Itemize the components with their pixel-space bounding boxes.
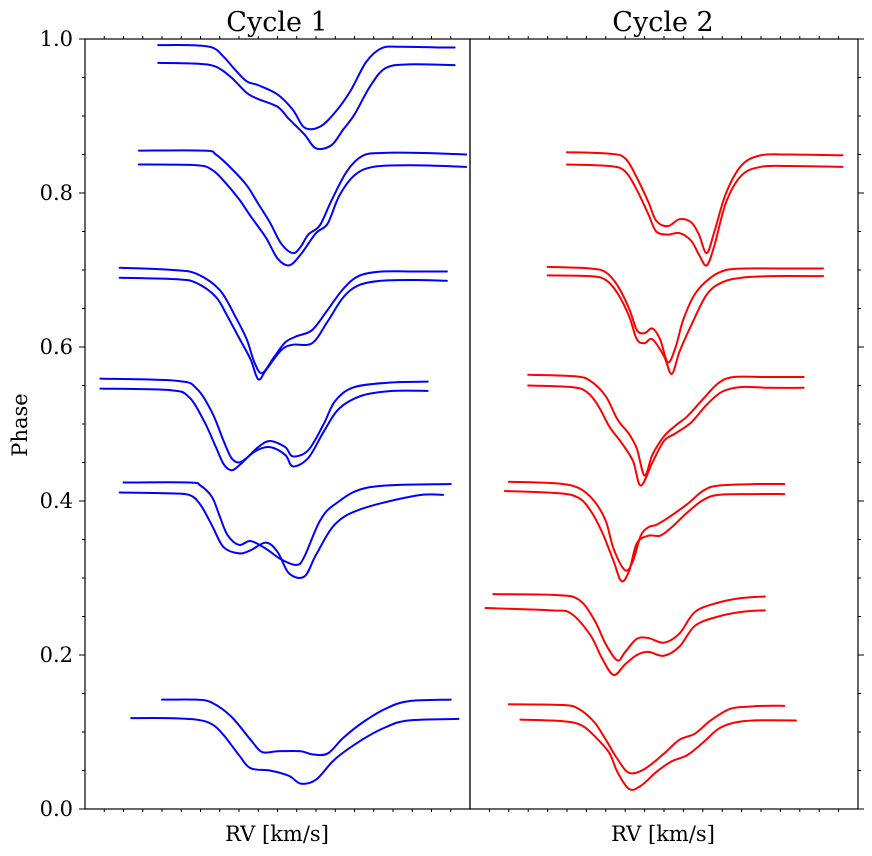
series-line-1-10 [137, 163, 468, 267]
series-line-1-1 [161, 698, 452, 757]
series-line-1-9 [137, 149, 468, 255]
series-line-1-6 [99, 387, 429, 472]
series-line-1-12 [157, 61, 456, 151]
series-line-2-10 [546, 274, 825, 375]
y-tick-label: 0.8 [40, 181, 73, 205]
series-line-2-1 [507, 703, 786, 775]
series-line-2-12 [566, 163, 844, 267]
series-line-1-2 [130, 717, 460, 785]
axes-frame-right [469, 38, 859, 810]
axes-frame-left [84, 38, 471, 810]
series-line-1-11 [157, 43, 456, 131]
series-line-2-4 [484, 607, 766, 677]
series-line-2-5 [507, 480, 786, 572]
y-tick-label: 0.6 [40, 335, 73, 359]
series-line-1-4 [118, 491, 445, 579]
series-line-2-3 [492, 593, 766, 662]
y-tick-label: 1.0 [40, 27, 73, 51]
series-line-1-3 [122, 481, 452, 566]
series-line-1-7 [118, 266, 448, 375]
y-axis: Phase 0.0 0.2 0.4 0.6 0.8 1.0 [8, 27, 73, 821]
y-tick-labels: 0.0 0.2 0.4 0.6 0.8 1.0 [40, 27, 73, 821]
panel-title-cycle-1: Cycle 1 [226, 7, 327, 38]
series-line-2-9 [546, 265, 825, 364]
series-group-cycle-2 [484, 151, 844, 791]
series-line-2-7 [527, 373, 805, 477]
series-line-2-8 [527, 384, 805, 487]
panel-cycle-1: Cycle 1 RV [km/s] [79, 7, 471, 846]
y-tick-label: 0.0 [40, 797, 73, 821]
y-axis-label: Phase [8, 393, 32, 456]
x-axis-label-right: RV [km/s] [611, 822, 715, 846]
series-line-1-5 [99, 377, 429, 464]
x-axis-label-left: RV [km/s] [225, 822, 329, 846]
series-line-2-6 [503, 489, 786, 583]
panel-cycle-2: Cycle 2 RV [km/s] [469, 7, 864, 846]
series-line-2-2 [519, 718, 797, 791]
y-tick-label: 0.2 [40, 643, 73, 667]
panel-title-cycle-2: Cycle 2 [612, 7, 713, 38]
y-tick-label: 0.4 [40, 489, 73, 513]
series-group-cycle-1 [99, 43, 468, 785]
series-line-2-11 [566, 151, 844, 255]
series-line-1-8 [118, 276, 448, 381]
